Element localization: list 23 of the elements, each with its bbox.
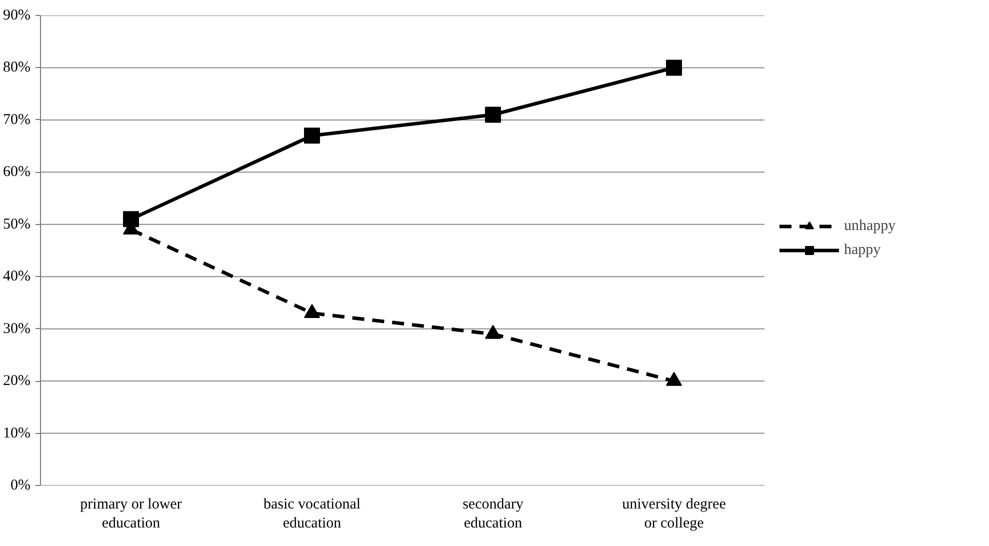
y-tick-label: 60% [3, 164, 31, 180]
point [485, 324, 501, 339]
x-tick-label: basic vocational education [263, 496, 361, 532]
y-tick-label: 70% [3, 112, 31, 128]
x-tick-label: secondary education [462, 496, 524, 532]
x-tick-label: university degree or college [622, 496, 726, 532]
point [666, 372, 682, 386]
legend-label: happy [844, 242, 881, 258]
y-tick-label: 0% [10, 478, 31, 494]
y-tick-label: 10% [3, 425, 31, 442]
y-tick-label: 90% [3, 8, 31, 24]
point [485, 106, 501, 123]
y-tick-label: 80% [3, 60, 31, 76]
y-tick-label: 40% [3, 268, 31, 285]
point [304, 304, 320, 318]
point [123, 211, 139, 228]
point [304, 128, 320, 144]
point [666, 60, 682, 76]
y-tick-label: 20% [3, 373, 31, 390]
legend-label: unhappy [844, 218, 896, 234]
y-tick-label: 30% [3, 320, 31, 337]
y-tick-label: 50% [3, 216, 31, 232]
x-tick-label: primary or lower education [80, 496, 182, 532]
